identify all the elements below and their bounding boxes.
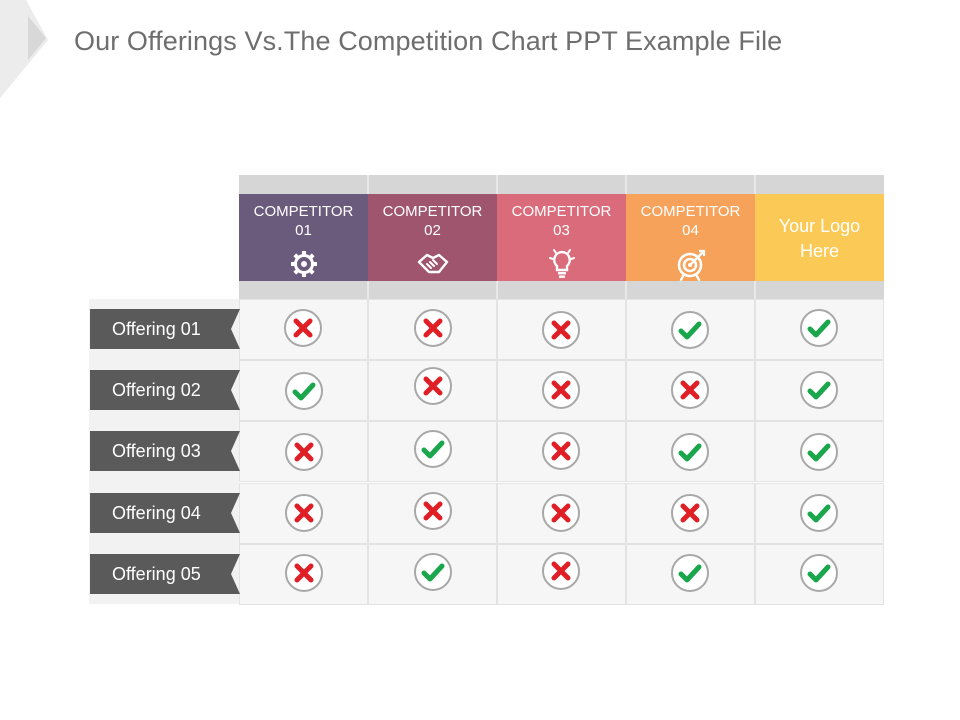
offering-label: Offering 03 (90, 431, 240, 471)
checkmark-icon (671, 311, 709, 349)
competitor-label: COMPETITOR 01 (253, 203, 354, 239)
target-icon (677, 249, 705, 282)
page-title: Our Offerings Vs.The Competition Chart P… (74, 26, 783, 56)
competitor-label: COMPETITOR 02 (382, 203, 483, 239)
cross-icon (542, 494, 580, 532)
cross-icon (414, 367, 452, 405)
competitor-header: COMPETITOR 04 (626, 194, 755, 282)
header-top-band (239, 175, 884, 194)
header-bottom-band (239, 281, 884, 299)
your-logo-label: Your Logo Here (778, 216, 861, 261)
competitor-header: COMPETITOR 02 (368, 194, 497, 281)
cross-icon (414, 492, 452, 530)
cross-icon (285, 554, 323, 592)
table-cell (626, 421, 755, 482)
checkmark-icon (800, 494, 838, 532)
cross-icon (284, 309, 322, 347)
cross-icon (671, 371, 709, 409)
offering-label: Offering 02 (90, 370, 240, 410)
cross-icon (542, 311, 580, 349)
offering-label: Offering 04 (90, 493, 240, 533)
competitor-header: COMPETITOR 01 (239, 194, 368, 281)
lightbulb-icon (548, 249, 575, 278)
checkmark-icon (800, 433, 838, 471)
cross-icon (542, 552, 580, 590)
checkmark-icon (414, 430, 452, 468)
competitor-label: COMPETITOR 03 (511, 203, 612, 239)
checkmark-icon (800, 309, 838, 347)
checkmark-icon (671, 554, 709, 592)
cross-icon (285, 494, 323, 532)
offering-label: Offering 05 (90, 554, 240, 594)
cross-icon (542, 371, 580, 409)
cross-icon (671, 494, 709, 532)
cross-icon (414, 309, 452, 347)
cross-icon (542, 432, 580, 470)
checkmark-icon (800, 554, 838, 592)
gear-icon (290, 251, 317, 277)
cross-icon (285, 433, 323, 471)
offering-label: Offering 01 (90, 309, 240, 349)
competitor-header: Your Logo Here (755, 194, 884, 281)
checkmark-icon (285, 372, 323, 410)
corner-decoration (0, 0, 48, 98)
checkmark-icon (800, 371, 838, 409)
handshake-icon (417, 253, 448, 274)
checkmark-icon (414, 553, 452, 591)
competitor-label: COMPETITOR 04 (640, 203, 741, 239)
competitor-header: COMPETITOR 03 (497, 194, 626, 281)
checkmark-icon (671, 433, 709, 471)
